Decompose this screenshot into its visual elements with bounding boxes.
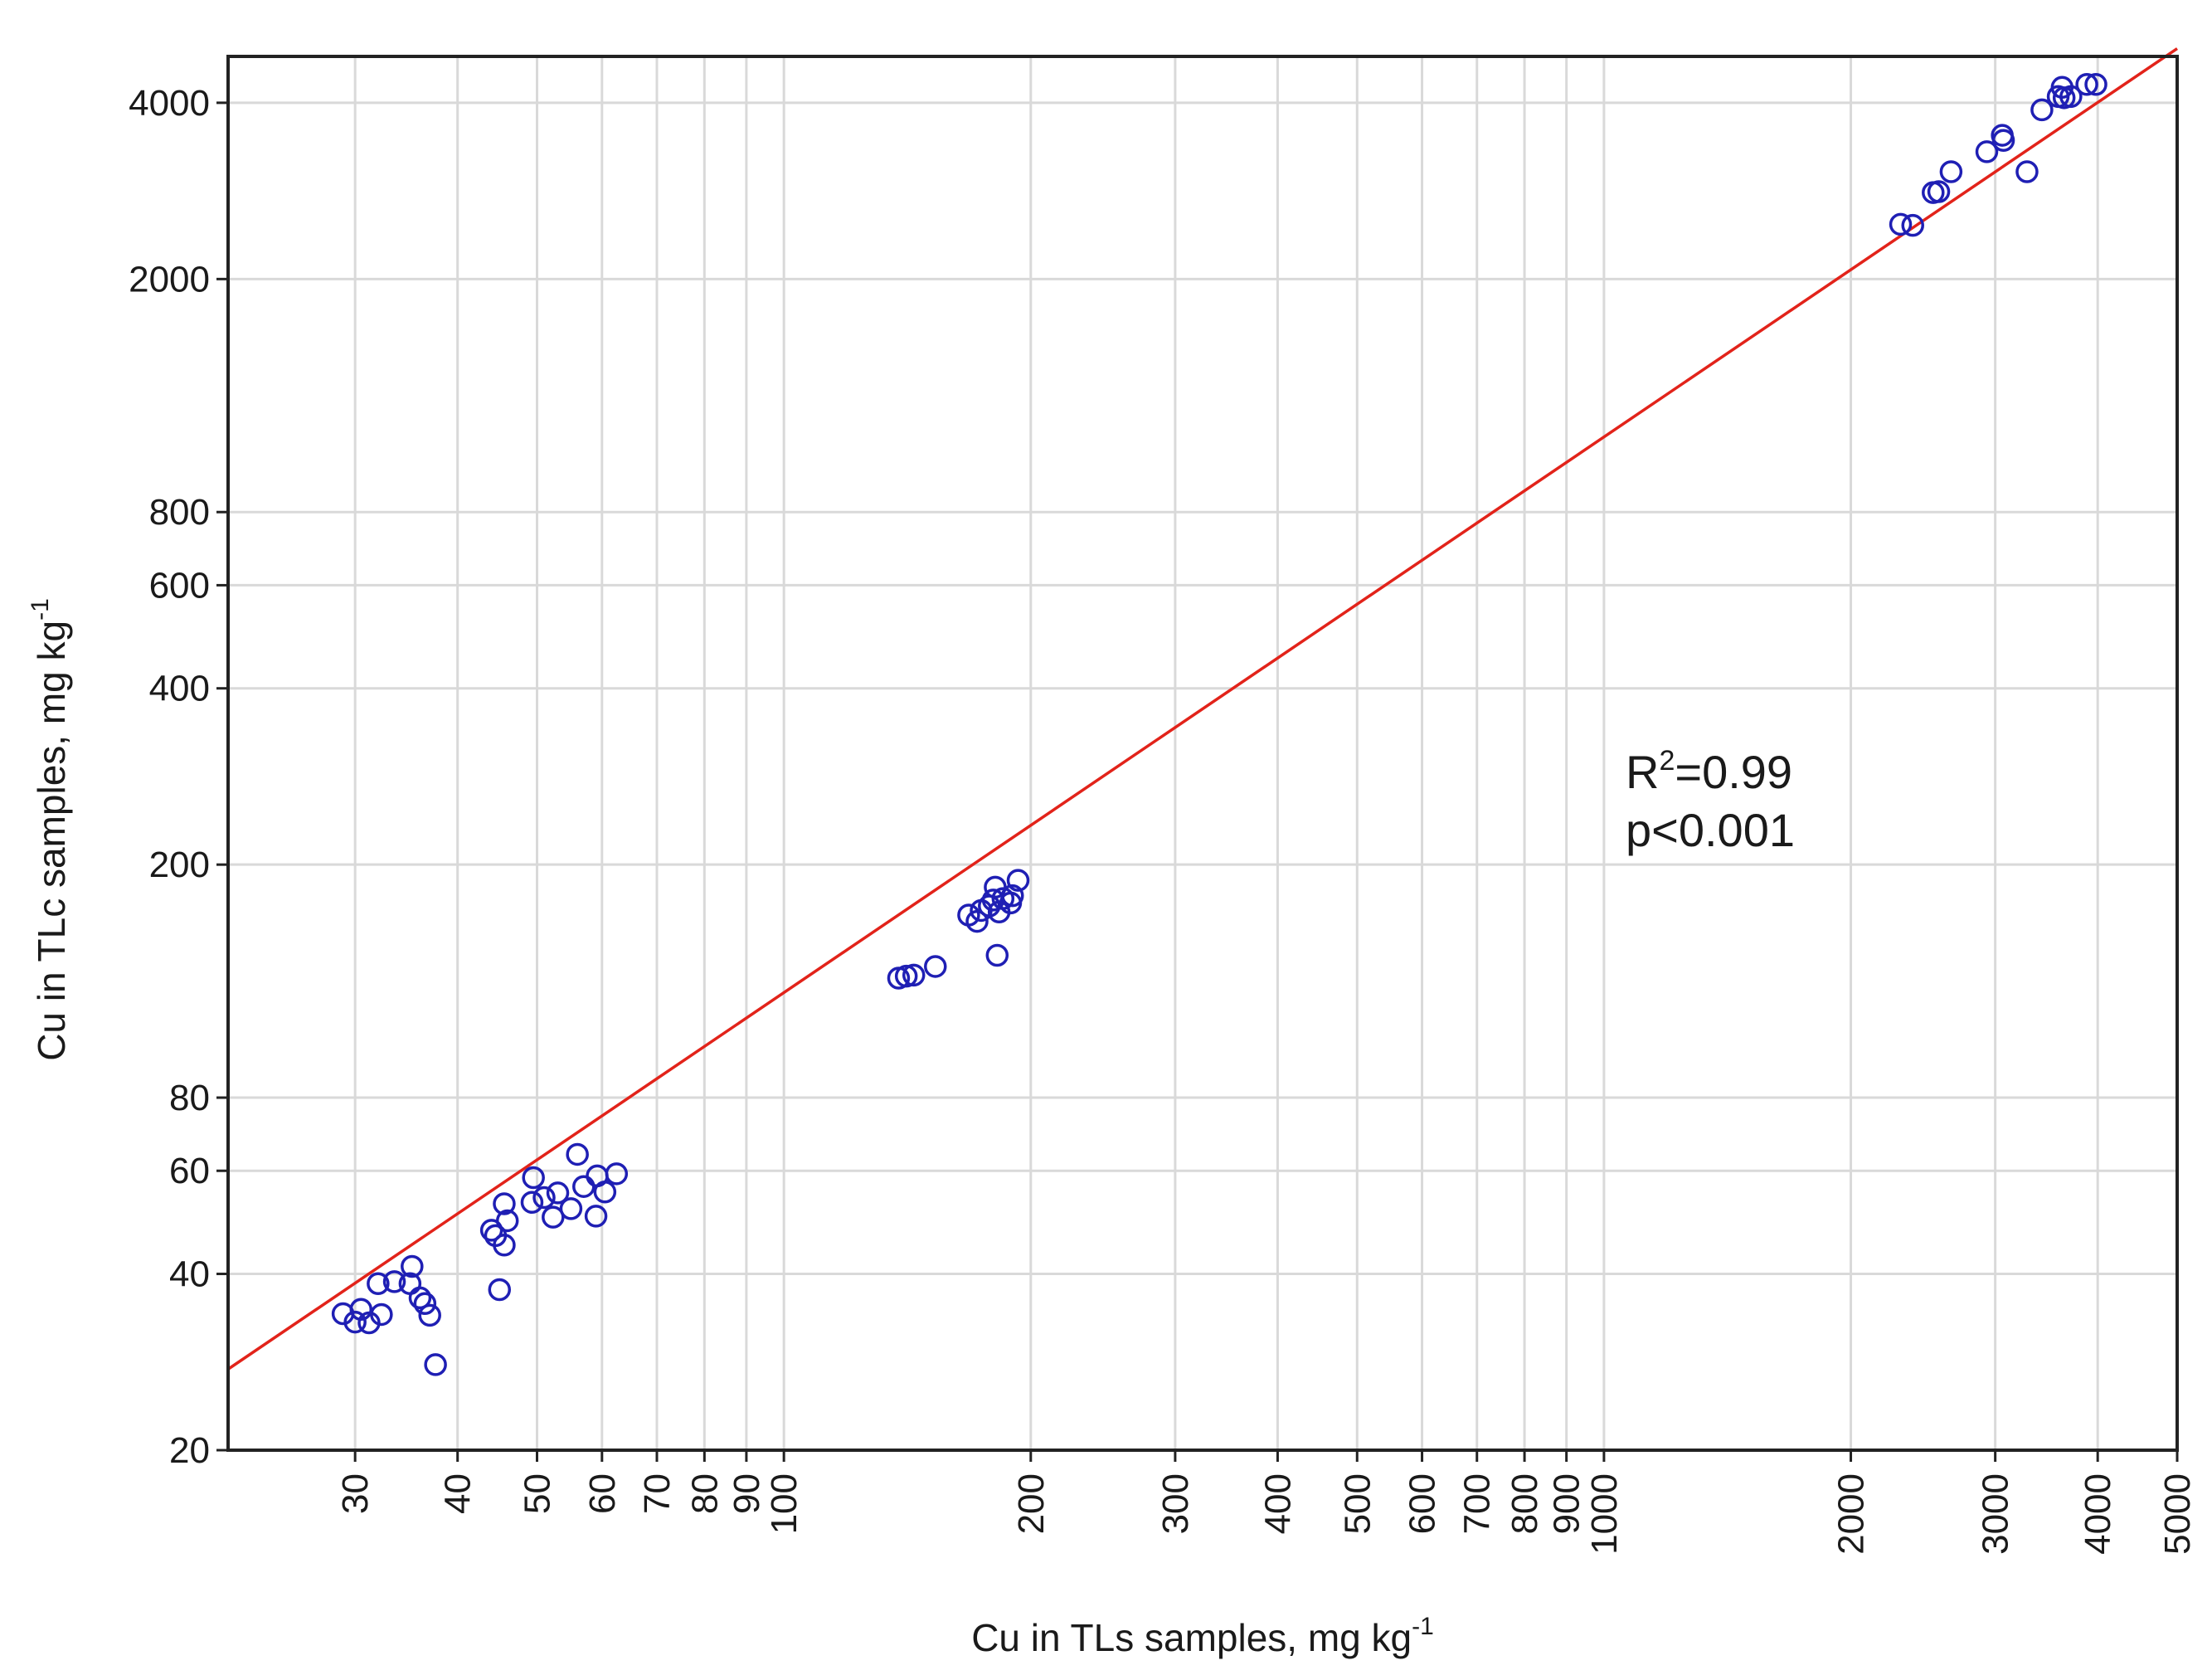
y-axis-title: Cu in TLc samples, mg kg-1 bbox=[27, 598, 73, 1061]
data-point bbox=[924, 955, 947, 978]
data-point bbox=[532, 1186, 556, 1210]
y-axis-ticks: 20 40 60 80 200 400 600 800 2000 4000 bbox=[129, 83, 228, 1471]
data-point bbox=[572, 1175, 596, 1198]
grid bbox=[228, 56, 2179, 1452]
x-tick-label: 800 bbox=[1505, 1473, 1545, 1534]
data-point bbox=[985, 943, 1009, 967]
data-point bbox=[424, 1353, 447, 1376]
x-tick-label: 600 bbox=[1403, 1473, 1443, 1534]
data-point bbox=[1006, 869, 1030, 892]
y-tick-label: 4000 bbox=[129, 83, 210, 124]
x-tick-label: 300 bbox=[1155, 1473, 1196, 1534]
data-point bbox=[584, 1205, 608, 1228]
data-point bbox=[520, 1191, 544, 1215]
data-point bbox=[343, 1310, 367, 1334]
data-point bbox=[566, 1142, 589, 1166]
data-point bbox=[2059, 85, 2083, 109]
data-point bbox=[1975, 140, 1999, 163]
data-point bbox=[522, 1166, 545, 1190]
data-point bbox=[493, 1192, 516, 1215]
data-point bbox=[1927, 180, 1951, 203]
p-value-label: p<0.001 bbox=[1626, 804, 1795, 856]
x-tick-label: 500 bbox=[1337, 1473, 1378, 1534]
data-point bbox=[902, 963, 926, 987]
data-point bbox=[401, 1254, 424, 1278]
x-tick-label: 5000 bbox=[2157, 1473, 2198, 1555]
y-tick-label: 800 bbox=[149, 492, 210, 533]
x-tick-label: 400 bbox=[1257, 1473, 1298, 1534]
data-point bbox=[2075, 72, 2098, 96]
x-tick-label: 700 bbox=[1457, 1473, 1498, 1534]
x-tick-label: 90 bbox=[727, 1473, 767, 1514]
r-squared-sup: 2 bbox=[1659, 745, 1675, 777]
data-point bbox=[894, 964, 918, 988]
y-tick-label: 20 bbox=[169, 1430, 210, 1471]
data-point bbox=[418, 1303, 441, 1327]
data-point bbox=[1001, 884, 1024, 908]
y-tick-label: 40 bbox=[169, 1254, 210, 1295]
data-point bbox=[593, 1181, 617, 1204]
data-point bbox=[1901, 213, 1924, 237]
data-point bbox=[2015, 160, 2039, 183]
data-point bbox=[965, 909, 989, 933]
data-point bbox=[370, 1303, 393, 1327]
x-tick-label: 80 bbox=[684, 1473, 725, 1514]
data-point bbox=[605, 1162, 629, 1186]
data-point bbox=[546, 1181, 570, 1205]
data-points bbox=[331, 72, 2107, 1376]
x-tick-label: 50 bbox=[518, 1473, 558, 1514]
y-tick-label: 2000 bbox=[129, 259, 210, 299]
data-point bbox=[542, 1205, 565, 1229]
data-point bbox=[408, 1286, 432, 1310]
data-point bbox=[413, 1292, 437, 1315]
x-tick-label: 4000 bbox=[2078, 1473, 2118, 1555]
data-point bbox=[493, 1234, 516, 1257]
y-tick-label: 80 bbox=[169, 1078, 210, 1118]
data-point bbox=[2084, 72, 2107, 96]
y-tick-label: 400 bbox=[149, 669, 210, 709]
data-point bbox=[2030, 98, 2054, 122]
x-tick-label: 100 bbox=[764, 1473, 805, 1534]
x-tick-label: 60 bbox=[582, 1473, 623, 1514]
x-tick-label: 70 bbox=[637, 1473, 678, 1514]
regression-line bbox=[227, 47, 2178, 1371]
x-tick-label: 3000 bbox=[1976, 1473, 2016, 1555]
r-squared-label: R2=0.99 bbox=[1626, 745, 1792, 798]
data-point bbox=[367, 1272, 390, 1295]
x-axis-title-sup: -1 bbox=[1412, 1613, 1434, 1640]
x-axis-title: Cu in TLs samples, mg kg-1 bbox=[971, 1613, 1434, 1659]
y-axis-title-sup: -1 bbox=[27, 598, 54, 621]
fit-line-layer bbox=[227, 47, 2178, 1371]
data-point bbox=[495, 1209, 519, 1233]
x-tick-label: 1000 bbox=[1584, 1473, 1625, 1555]
x-tick-label: 900 bbox=[1547, 1473, 1587, 1534]
y-tick-label: 600 bbox=[149, 565, 210, 606]
data-point bbox=[1991, 129, 2015, 152]
x-tick-label: 40 bbox=[438, 1473, 479, 1514]
x-tick-label: 30 bbox=[335, 1473, 376, 1514]
x-tick-label: 200 bbox=[1011, 1473, 1052, 1534]
data-point bbox=[382, 1270, 406, 1293]
y-tick-label: 200 bbox=[149, 845, 210, 885]
data-point bbox=[559, 1197, 583, 1220]
data-point bbox=[488, 1278, 512, 1302]
y-tick-label: 60 bbox=[169, 1151, 210, 1191]
x-tick-label: 2000 bbox=[1831, 1473, 1872, 1555]
data-point bbox=[1939, 160, 1963, 183]
data-point bbox=[1889, 212, 1913, 236]
plot-frame bbox=[226, 55, 2179, 1452]
